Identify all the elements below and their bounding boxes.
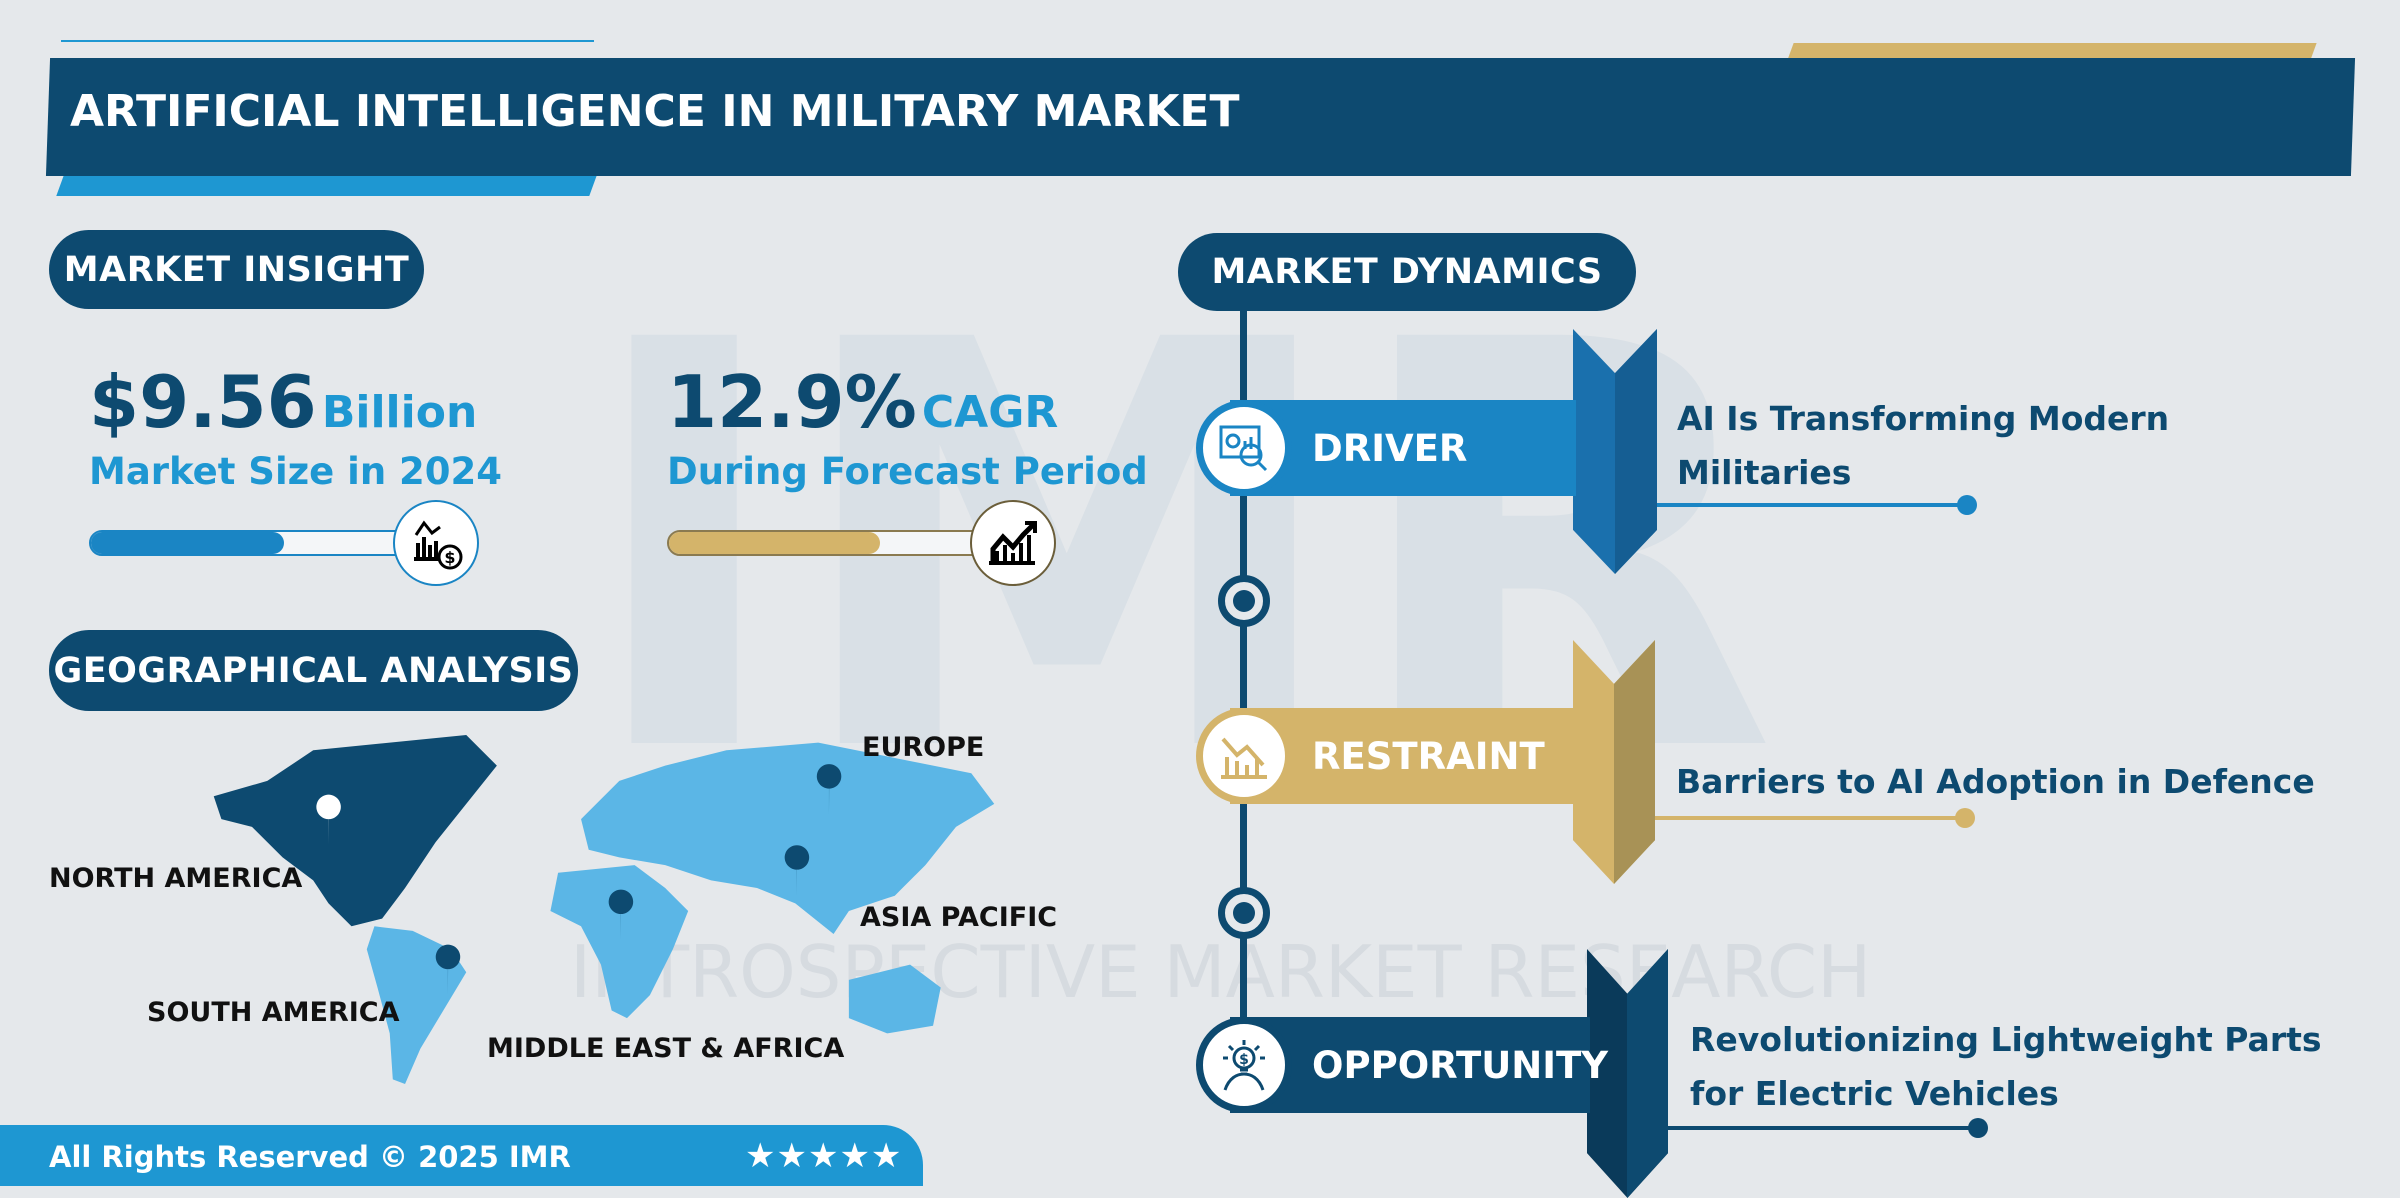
cagr-value-row: 12.9% CAGR — [667, 360, 1058, 444]
timeline-node — [1218, 575, 1270, 627]
declining-chart-icon — [1196, 708, 1292, 804]
cagr-bar-fill — [669, 532, 881, 554]
driver-text-line: AI Is Transforming Modern — [1677, 399, 2170, 438]
analytics-icon — [1196, 400, 1292, 496]
region-middle-east-africa: MIDDLE EAST & AFRICA — [487, 1033, 845, 1064]
restraint-text-line: Barriers to AI Adoption in Defence — [1676, 762, 2315, 801]
svg-text:$: $ — [1239, 1052, 1249, 1068]
market-dynamics-heading: MARKET DYNAMICS — [1178, 233, 1636, 311]
footer-bar — [0, 1125, 923, 1186]
restraint-connector — [1655, 808, 1975, 828]
opportunity-connector — [1668, 1118, 1988, 1138]
market-size-unit: Billion — [321, 387, 478, 438]
rating-stars: ★★★★★ — [745, 1136, 903, 1176]
opportunity-text-line: Revolutionizing Lightweight Parts — [1690, 1020, 2322, 1059]
map-africa — [550, 865, 689, 1019]
region-south-america: SOUTH AMERICA — [147, 997, 400, 1028]
market-insight-heading: MARKET INSIGHT — [49, 230, 424, 309]
restraint-label: RESTRAINT — [1312, 734, 1545, 778]
pin-south-america — [435, 944, 461, 996]
cagr-label: During Forecast Period — [667, 450, 1148, 493]
opportunity-text-line: for Electric Vehicles — [1690, 1074, 2059, 1113]
restraint-text: Barriers to AI Adoption in Defence — [1676, 755, 2315, 809]
pin-north-america — [316, 794, 341, 846]
pin-asia — [784, 845, 810, 896]
map-north-america — [213, 735, 497, 927]
market-size-value-row: $9.56 Billion — [89, 360, 477, 444]
idea-dollar-icon: $ — [1196, 1017, 1292, 1113]
driver-connector — [1657, 495, 1977, 515]
cagr-value: 12.9% — [667, 360, 917, 444]
world-map — [213, 735, 995, 1084]
map-europe-asia — [581, 742, 995, 934]
market-size-bar — [89, 530, 444, 556]
svg-text:$: $ — [444, 548, 455, 567]
market-size-value: $9.56 — [89, 360, 317, 444]
cagr-bar — [667, 530, 1012, 556]
cagr-unit: CAGR — [921, 387, 1059, 438]
restraint-ribbon-shade — [1614, 640, 1655, 884]
opportunity-label: OPPORTUNITY — [1312, 1043, 1609, 1087]
market-size-label: Market Size in 2024 — [89, 450, 503, 493]
opportunity-band: OPPORTUNITY — [1230, 1017, 1608, 1113]
title-line — [61, 40, 594, 42]
opportunity-text: Revolutionizing Lightweight Parts for Ele… — [1690, 1013, 2322, 1121]
market-size-bar-fill — [91, 532, 285, 554]
timeline-line — [1240, 305, 1247, 1075]
opportunity-ribbon-shade — [1627, 949, 1668, 1198]
geographical-analysis-heading: GEOGRAPHICAL ANALYSIS — [49, 630, 578, 711]
chart-dollar-icon: $ — [393, 500, 479, 586]
region-north-america: NORTH AMERICA — [49, 863, 303, 894]
driver-text: AI Is Transforming Modern Militaries — [1677, 392, 2169, 500]
timeline-node — [1218, 887, 1270, 939]
page-title: ARTIFICIAL INTELLIGENCE IN MILITARY MARK… — [70, 86, 1240, 137]
footer-copyright: All Rights Reserved © 2025 IMR — [49, 1140, 571, 1174]
map-australia — [848, 964, 941, 1034]
region-europe: EUROPE — [862, 732, 985, 763]
pin-europe — [816, 764, 842, 815]
driver-label: DRIVER — [1312, 426, 1468, 470]
driver-text-line: Militaries — [1677, 453, 1852, 492]
region-asia-pacific: ASIA PACIFIC — [860, 902, 1058, 933]
pin-africa — [608, 889, 634, 941]
growth-chart-icon — [970, 500, 1056, 586]
driver-ribbon-shade — [1615, 329, 1657, 574]
